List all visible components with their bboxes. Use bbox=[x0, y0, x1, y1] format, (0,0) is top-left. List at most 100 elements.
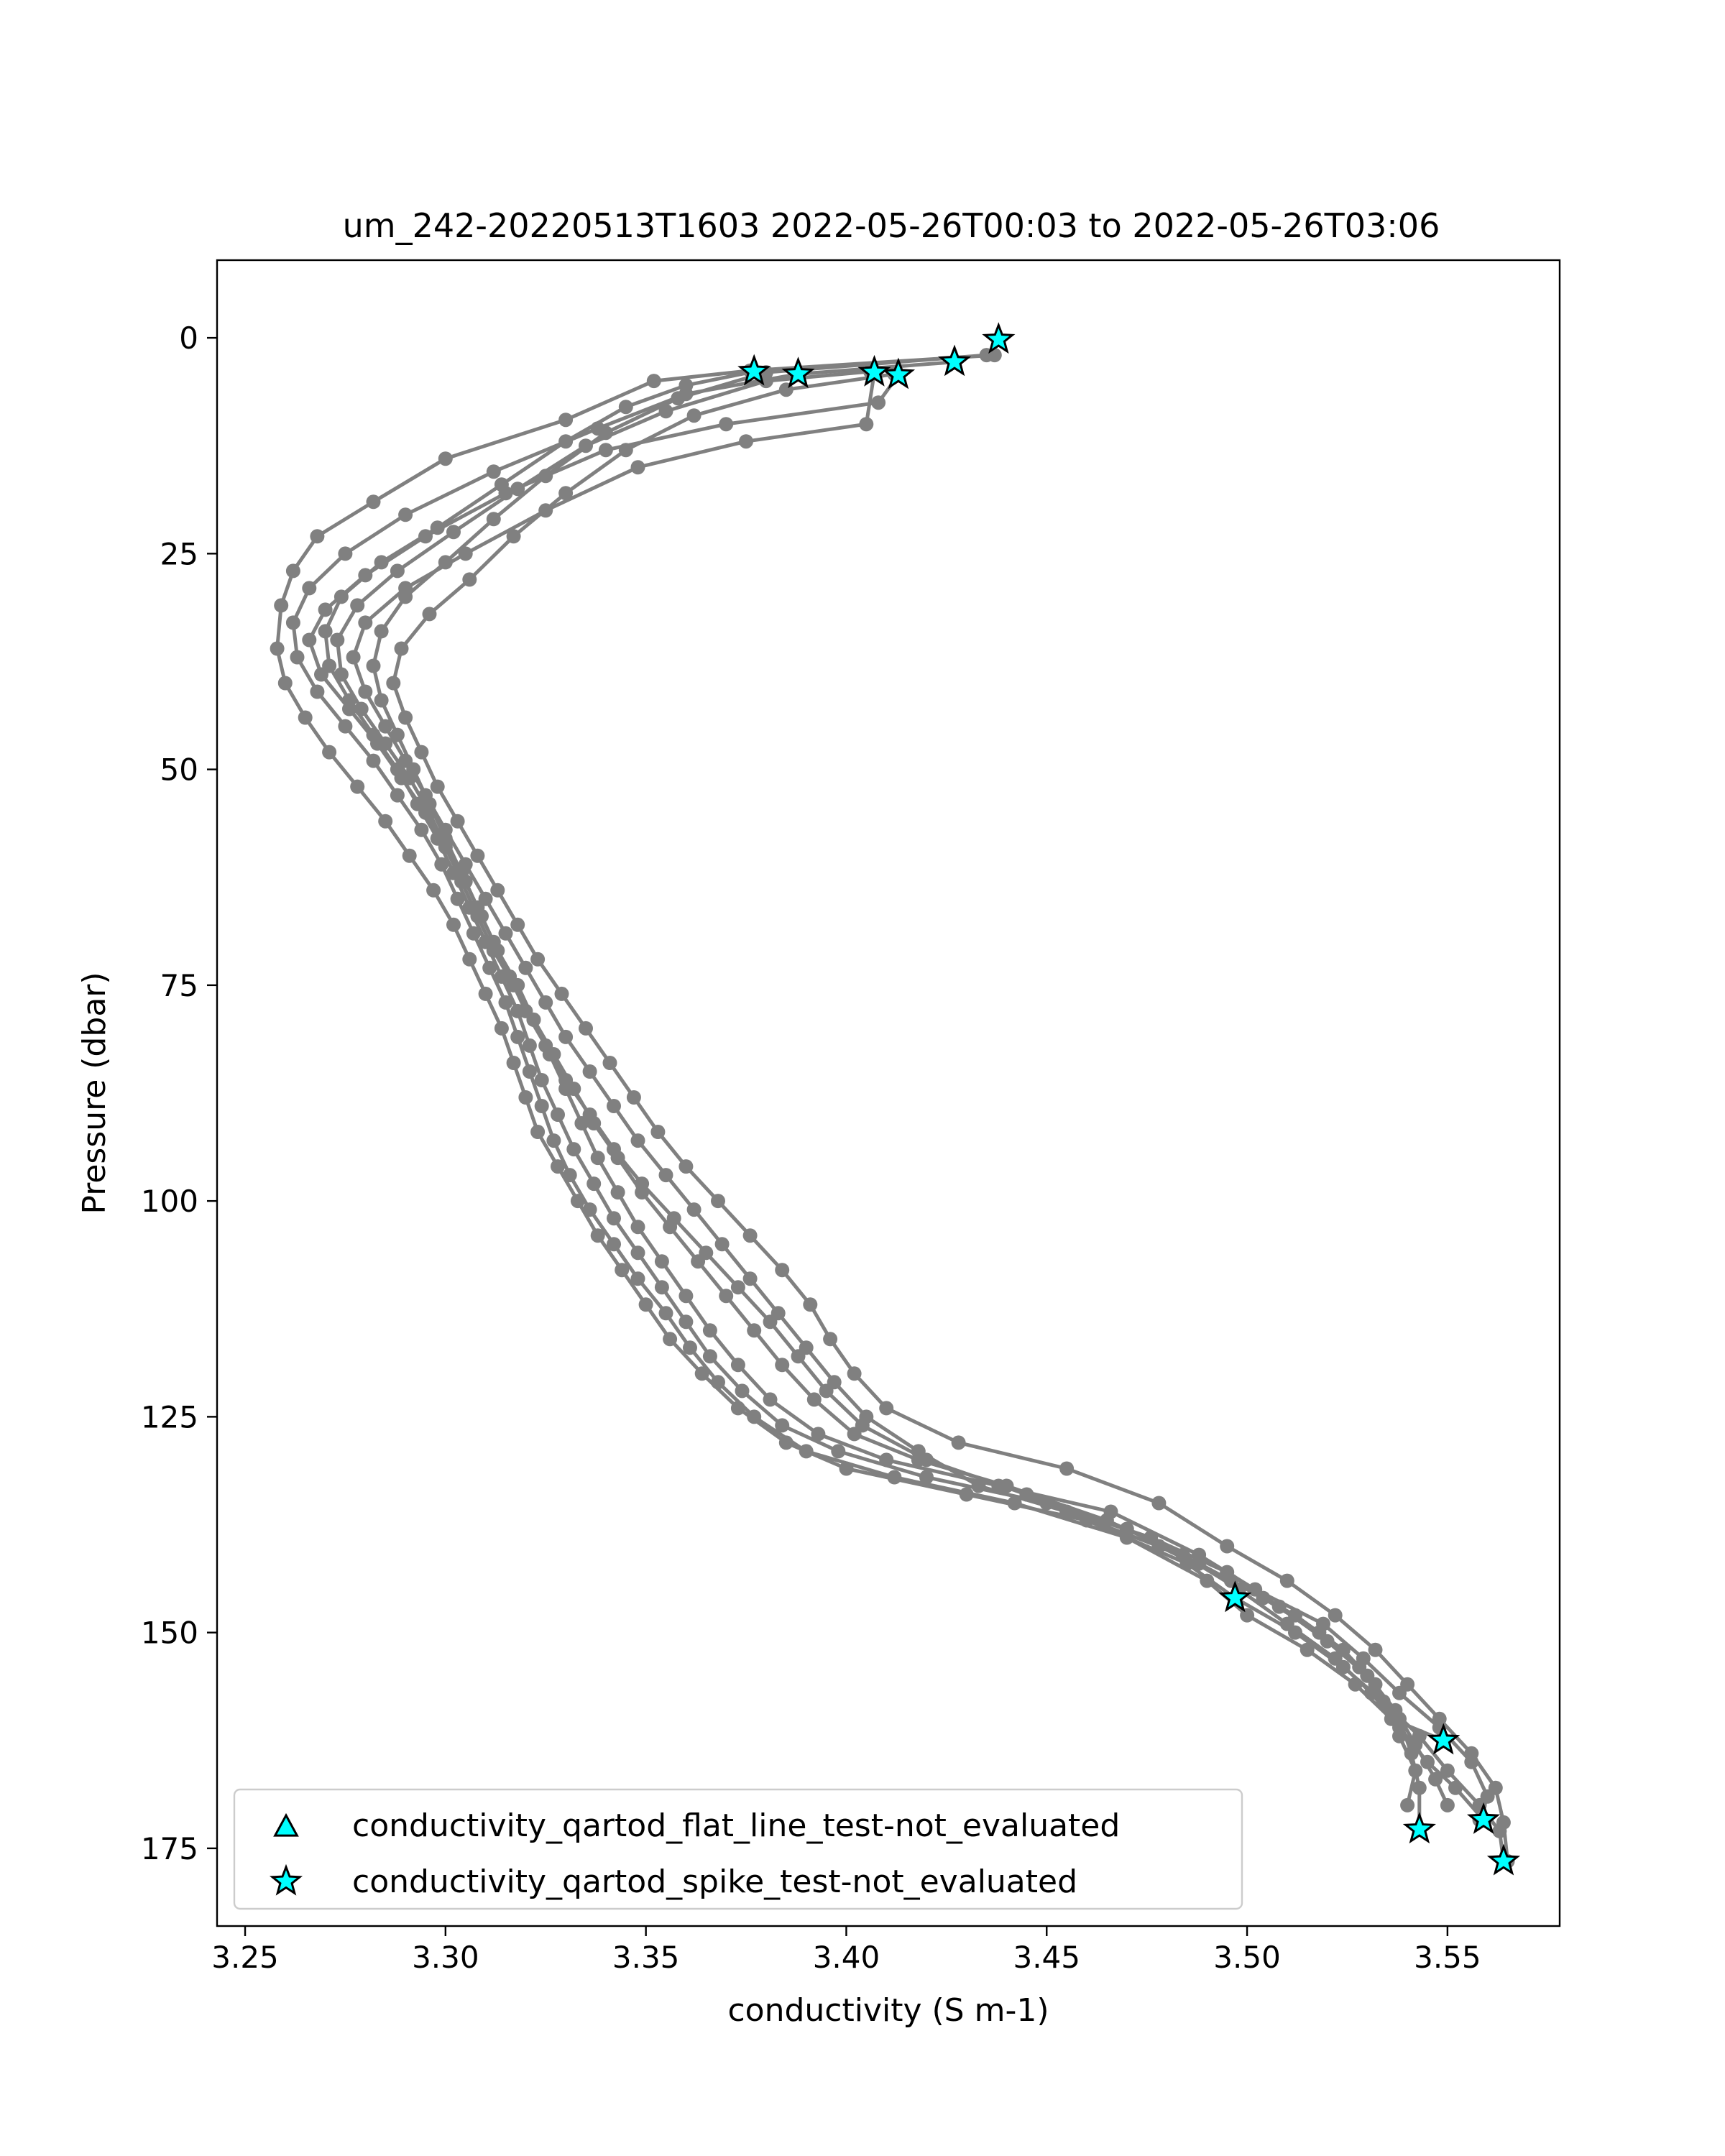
data-point bbox=[663, 1220, 678, 1235]
data-point bbox=[1300, 1642, 1315, 1657]
data-point bbox=[763, 1392, 778, 1407]
data-point bbox=[346, 650, 361, 665]
y-tick-label: 50 bbox=[160, 752, 198, 788]
data-point bbox=[630, 1271, 645, 1286]
data-point bbox=[626, 1090, 641, 1105]
data-point bbox=[274, 598, 289, 613]
data-point bbox=[430, 520, 445, 535]
profile-series bbox=[285, 354, 1451, 1748]
data-point bbox=[579, 1021, 593, 1036]
data-point bbox=[847, 1427, 862, 1442]
data-point bbox=[486, 943, 501, 958]
data-point bbox=[566, 1142, 581, 1157]
data-point bbox=[490, 883, 505, 898]
data-point bbox=[426, 883, 441, 898]
data-point bbox=[350, 779, 365, 794]
x-tick-label: 3.35 bbox=[612, 1940, 680, 1975]
data-point bbox=[398, 507, 413, 522]
data-point bbox=[763, 1314, 778, 1330]
data-point bbox=[498, 926, 513, 941]
spike-test-flag-marker bbox=[781, 356, 815, 389]
y-axis-label: Pressure (dbar) bbox=[76, 972, 113, 1214]
spike-test-flag-marker bbox=[737, 354, 771, 386]
data-point bbox=[454, 874, 469, 889]
x-tick-label: 3.50 bbox=[1213, 1940, 1281, 1975]
data-point bbox=[650, 1125, 666, 1139]
data-point bbox=[610, 1151, 625, 1166]
data-point bbox=[558, 413, 574, 428]
data-point bbox=[739, 434, 753, 449]
data-point bbox=[338, 719, 353, 734]
data-point bbox=[678, 1159, 694, 1174]
data-point bbox=[635, 1185, 650, 1200]
data-point bbox=[654, 1280, 669, 1295]
profile-line bbox=[291, 360, 1445, 1743]
data-point bbox=[618, 443, 633, 458]
data-point bbox=[823, 1332, 838, 1347]
chart-title: um_242-20220513T1603 2022-05-26T00:03 to… bbox=[343, 206, 1440, 245]
data-point bbox=[730, 1280, 745, 1295]
spike-test-flag-marker bbox=[982, 322, 1016, 354]
data-point bbox=[671, 391, 686, 406]
x-tick-label: 3.40 bbox=[813, 1940, 880, 1975]
profile-series bbox=[386, 367, 1515, 1869]
data-point bbox=[658, 1168, 673, 1183]
data-point bbox=[1488, 1780, 1503, 1795]
data-point bbox=[1400, 1677, 1415, 1692]
data-point bbox=[871, 395, 886, 410]
data-point bbox=[658, 404, 673, 419]
data-point bbox=[1220, 1565, 1235, 1580]
data-point bbox=[450, 814, 465, 829]
data-point bbox=[1320, 1634, 1335, 1649]
data-point bbox=[446, 917, 461, 932]
data-point bbox=[714, 1237, 730, 1252]
data-point bbox=[879, 1401, 894, 1416]
data-point bbox=[498, 995, 513, 1010]
data-point bbox=[530, 952, 546, 967]
y-tick-label: 175 bbox=[141, 1831, 198, 1866]
data-point bbox=[390, 563, 405, 579]
x-axis: 3.25 3.30 3.35 3.40 3.45 3.50 3.55 bbox=[211, 1926, 1481, 1975]
x-axis-label: conductivity (S m-1) bbox=[727, 1992, 1049, 2029]
data-point bbox=[1432, 1711, 1447, 1726]
data-point bbox=[1388, 1703, 1403, 1718]
data-point bbox=[430, 779, 445, 794]
data-point bbox=[462, 952, 477, 967]
data-point bbox=[663, 1332, 678, 1347]
data-point bbox=[1220, 1539, 1235, 1554]
data-point bbox=[678, 1289, 694, 1304]
data-point bbox=[551, 1159, 565, 1174]
data-point bbox=[630, 1133, 645, 1148]
data-point bbox=[566, 1082, 581, 1096]
data-point bbox=[1007, 1496, 1022, 1511]
data-point bbox=[999, 1478, 1014, 1493]
data-point bbox=[911, 1452, 926, 1468]
data-point bbox=[1175, 1547, 1190, 1562]
data-point bbox=[702, 1323, 717, 1338]
data-point bbox=[582, 1202, 597, 1217]
data-point bbox=[1464, 1746, 1479, 1761]
data-point bbox=[658, 1306, 673, 1321]
data-point bbox=[366, 753, 381, 768]
data-point bbox=[919, 1470, 934, 1485]
profile-line bbox=[335, 369, 1485, 1821]
data-point bbox=[1412, 1780, 1427, 1795]
data-point bbox=[719, 417, 734, 432]
data-point bbox=[775, 1418, 790, 1433]
data-point bbox=[590, 1228, 605, 1243]
spike-test-flag-marker bbox=[1466, 1802, 1501, 1834]
data-point bbox=[482, 960, 497, 975]
profile-line bbox=[323, 369, 1450, 1806]
data-point bbox=[1428, 1772, 1443, 1787]
profile-series bbox=[318, 364, 1455, 1812]
data-point bbox=[598, 443, 613, 458]
data-point bbox=[554, 986, 569, 1001]
data-point bbox=[686, 1202, 702, 1217]
legend-label: conductivity_qartod_spike_test-not_evalu… bbox=[352, 1864, 1077, 1900]
y-tick-label: 0 bbox=[179, 321, 198, 356]
data-point bbox=[506, 529, 521, 544]
data-point bbox=[390, 727, 405, 742]
data-point bbox=[310, 529, 325, 544]
data-point bbox=[522, 1038, 537, 1053]
data-point bbox=[530, 1125, 546, 1139]
